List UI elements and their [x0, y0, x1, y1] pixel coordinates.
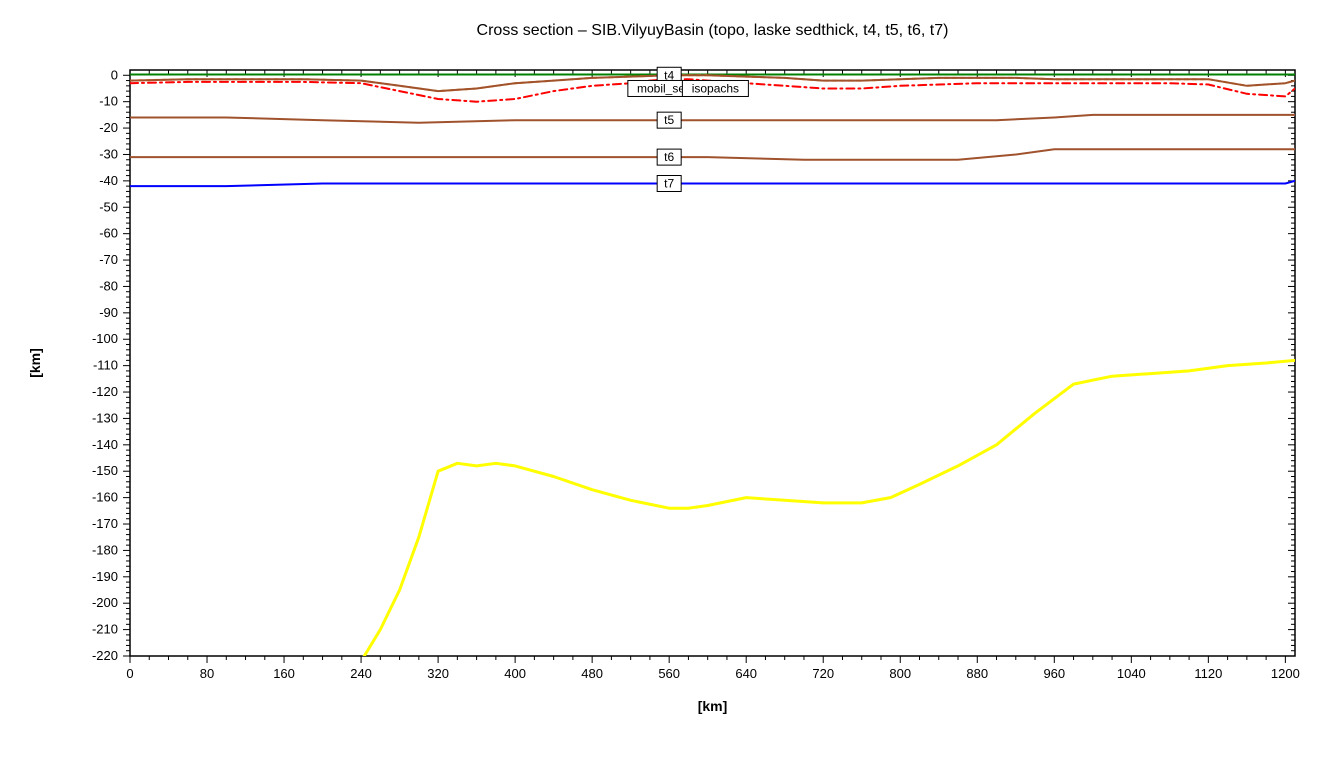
chart-container: Cross section – SIB.VilyuyBasin (topo, l…	[0, 0, 1340, 757]
y-tick-label: -20	[99, 120, 118, 135]
y-tick-label: -100	[92, 331, 118, 346]
chart-title: Cross section – SIB.VilyuyBasin (topo, l…	[477, 22, 949, 39]
y-tick-label: -130	[92, 410, 118, 425]
x-tick-label: 720	[812, 666, 834, 681]
series-label: t7	[664, 177, 674, 191]
x-tick-label: 800	[889, 666, 911, 681]
x-tick-label: 320	[427, 666, 449, 681]
series-label: t5	[664, 113, 674, 127]
y-tick-label: -210	[92, 622, 118, 637]
series-label: t6	[664, 150, 674, 164]
x-tick-label: 1040	[1117, 666, 1146, 681]
y-tick-label: -170	[92, 516, 118, 531]
x-tick-label: 1120	[1194, 666, 1222, 681]
x-tick-label: 480	[581, 666, 603, 681]
y-tick-label: -140	[92, 437, 118, 452]
y-tick-label: -10	[99, 94, 118, 109]
x-axis-title: [km]	[698, 698, 728, 714]
y-tick-label: -220	[92, 648, 118, 663]
x-tick-label: 1200	[1271, 666, 1300, 681]
cross-section-chart: Cross section – SIB.VilyuyBasin (topo, l…	[0, 0, 1340, 757]
x-tick-label: 960	[1043, 666, 1065, 681]
y-tick-label: -50	[99, 199, 118, 214]
x-tick-label: 640	[735, 666, 757, 681]
y-tick-label: -90	[99, 305, 118, 320]
x-tick-label: 240	[350, 666, 372, 681]
y-tick-label: -160	[92, 490, 118, 505]
y-tick-label: -110	[93, 358, 118, 373]
series-label: isopachs	[692, 81, 739, 95]
y-tick-label: -30	[99, 146, 118, 161]
y-tick-label: 0	[111, 67, 118, 82]
x-tick-label: 880	[966, 666, 988, 681]
x-tick-label: 0	[126, 666, 133, 681]
x-tick-label: 400	[504, 666, 526, 681]
x-tick-label: 160	[273, 666, 295, 681]
y-tick-label: -40	[99, 173, 118, 188]
y-tick-label: -180	[92, 542, 118, 557]
y-tick-label: -200	[92, 595, 118, 610]
x-tick-label: 560	[658, 666, 680, 681]
x-tick-label: 80	[200, 666, 214, 681]
y-tick-label: -80	[99, 278, 118, 293]
y-tick-label: -60	[99, 226, 118, 241]
y-tick-label: -190	[92, 569, 118, 584]
y-tick-label: -150	[92, 463, 118, 478]
y-axis-title: [km]	[27, 348, 43, 378]
y-tick-label: -70	[99, 252, 118, 267]
y-tick-label: -120	[92, 384, 118, 399]
